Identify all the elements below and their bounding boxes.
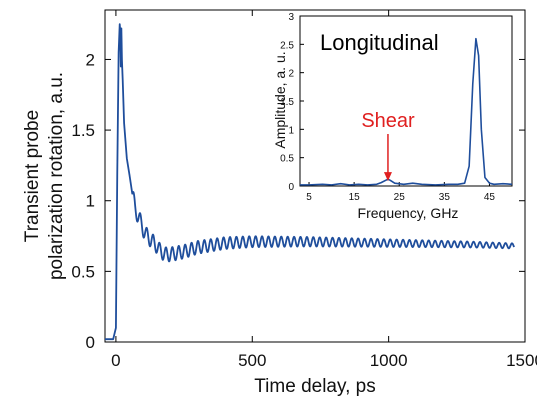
- shear-annotation-arrow: [383, 134, 392, 182]
- main-y-axis-label-line2: polarization rotation, a.u.: [46, 72, 67, 280]
- inset-title: Longitudinal: [320, 30, 439, 55]
- inset-y-axis-label: Amplitude, a. u.: [272, 51, 288, 148]
- main-y-tick-label: 0: [86, 333, 95, 352]
- inset-y-tick-label: 1.5: [280, 97, 294, 108]
- inset-axis-ticks: 5 15 25 35 45 0 0.5 1 1.5 2 2.5 3: [280, 12, 495, 203]
- inset-x-tick-label: 15: [349, 192, 361, 203]
- inset-x-tick-label: 25: [394, 192, 406, 203]
- main-y-tick-label: 0.5: [71, 262, 95, 281]
- shear-annotation-label: Shear: [361, 110, 415, 132]
- inset-y-tick-label: 0.5: [280, 154, 294, 165]
- shear-arrow-head: [383, 172, 392, 182]
- inset-x-tick-label: 5: [306, 192, 312, 203]
- inset-y-tick-label: 2.5: [280, 40, 294, 51]
- main-y-tick-label: 1: [86, 192, 95, 211]
- main-y-tick-label: 2: [86, 50, 95, 69]
- main-series-line: [104, 23, 515, 341]
- inset-y-tick-label: 1: [288, 125, 294, 136]
- inset-x-axis-label: Frequency, GHz: [358, 205, 459, 221]
- main-plot-frame: [104, 9, 526, 343]
- main-x-axis-label: Time delay, ps: [254, 376, 375, 397]
- inset-y-tick-label: 2: [288, 69, 294, 80]
- inset-chart: 5 15 25 35 45 0 0.5 1 1.5 2 2.5 3 Longitudinal Freq…: [272, 12, 513, 221]
- main-x-tick-label: 0: [111, 351, 120, 370]
- inset-x-tick-label: 35: [439, 192, 451, 203]
- main-x-tick-label: 500: [238, 351, 266, 370]
- main-y-axis-label-line1: Transient probe: [22, 110, 43, 242]
- inset-series-line: [300, 37, 513, 186]
- main-y-tick-label: 1.5: [71, 121, 95, 140]
- inset-x-tick-label: 45: [484, 192, 496, 203]
- inset-y-tick-label: 3: [288, 12, 294, 23]
- inset-y-tick-label: 0: [288, 182, 294, 193]
- main-x-tick-label: 1000: [370, 351, 408, 370]
